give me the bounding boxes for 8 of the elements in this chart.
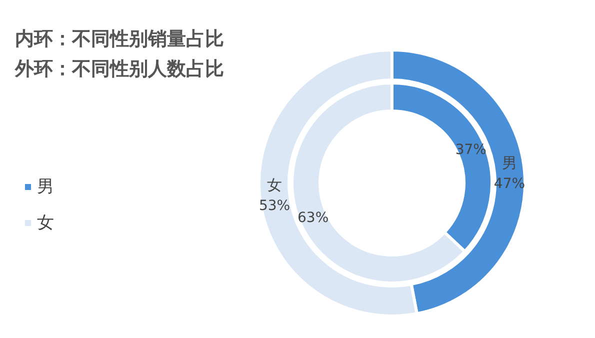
data-label: 63% <box>298 210 329 226</box>
slice-label: 男 <box>502 154 517 172</box>
chart-subtitle: 外环：不同性别人数占比 <box>14 58 224 80</box>
slice-label: 女 <box>267 176 282 194</box>
chart-title: 内环：不同性别销量占比 <box>15 28 224 50</box>
data-label: 53% <box>258 198 290 214</box>
legend-label: 男 <box>37 177 54 197</box>
legend-label: 女 <box>37 213 54 233</box>
